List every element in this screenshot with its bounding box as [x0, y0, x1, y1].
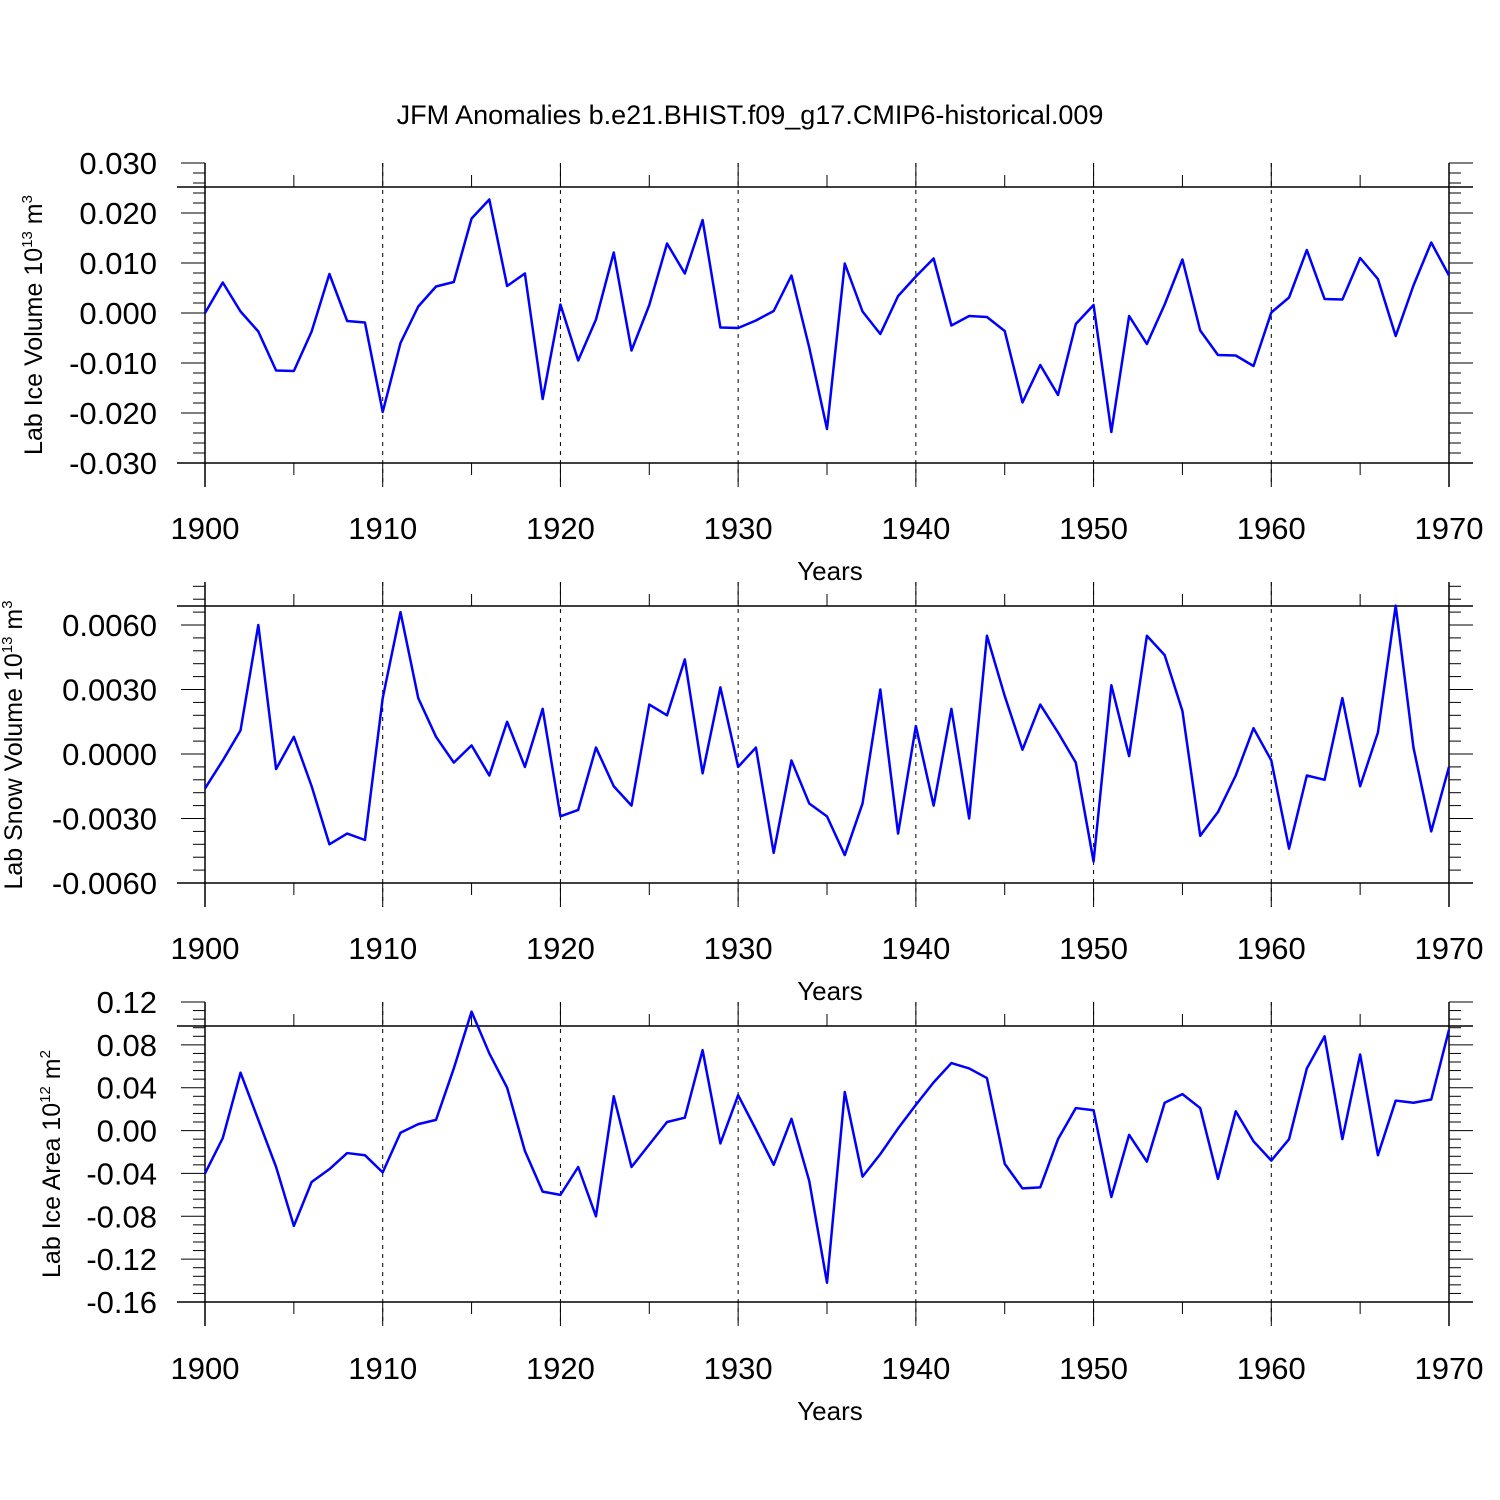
- snow-volume-y-axis-title: Lab Snow Volume 1013 m3: [0, 600, 28, 889]
- panel-ice-area: 1900 1910 1920 1930 1940 1950 1960 1970 -0.16 -0.…: [37, 985, 1483, 1426]
- ice-area-x-tick-label: 1970: [1415, 1351, 1484, 1386]
- figure-title: JFM Anomalies b.e21.BHIST.f09_g17.CMIP6-…: [397, 100, 1104, 130]
- ice-volume-x-tick-label: 1910: [348, 511, 417, 546]
- ice-area-x-tick-label: 1920: [526, 1351, 595, 1386]
- snow-volume-y-tick-label: 0.0060: [62, 608, 157, 643]
- ice-volume-series-line: [203, 198, 1451, 434]
- ice-volume-y-tick-label: -0.010: [69, 346, 157, 381]
- ice-area-y-tick-label: 0.12: [97, 985, 157, 1020]
- ice-volume-x-tick-label: 1920: [526, 511, 595, 546]
- ice-area-x-axis-title: Years: [797, 1396, 863, 1426]
- ice-area-y-axis-title: Lab Ice Area 1012 m2: [37, 1050, 66, 1278]
- ice-area-x-tick-label: 1930: [704, 1351, 773, 1386]
- panel-snow-volume: 1900 1910 1920 1930 1940 1950 1960 1970 -0.0060 -…: [0, 582, 1483, 1006]
- panel-ice-volume: 1900 1910 1920 1930 1940 1950 1960 1970 -0.030 -0…: [19, 146, 1483, 586]
- ice-volume-y-tick-label: -0.030: [69, 446, 157, 481]
- snow-volume-y-tick-label: -0.0060: [52, 866, 157, 901]
- ice-volume-y-tick-label: 0.020: [79, 196, 157, 231]
- ice-volume-y-tick-label: 0.010: [79, 246, 157, 281]
- ice-area-series-line: [203, 1010, 1451, 1284]
- snow-volume-x-tick-label: 1900: [171, 931, 240, 966]
- ice-volume-y-tick-label: 0.030: [79, 146, 157, 181]
- ice-area-y-tick-label: 0.04: [97, 1071, 157, 1106]
- ice-volume-y-tick-label: -0.020: [69, 396, 157, 431]
- snow-volume-x-axis-title: Years: [797, 976, 863, 1006]
- ice-area-x-tick-label: 1910: [348, 1351, 417, 1386]
- snow-volume-series-line: [203, 604, 1451, 863]
- ice-area-x-tick-label: 1940: [881, 1351, 950, 1386]
- ice-area-x-tick-label: 1960: [1237, 1351, 1306, 1386]
- ice-volume-x-tick-label: 1970: [1415, 511, 1484, 546]
- ice-area-y-tick-label: 0.08: [97, 1028, 157, 1063]
- snow-volume-x-tick-label: 1940: [881, 931, 950, 966]
- ice-volume-x-tick-label: 1930: [704, 511, 773, 546]
- ice-area-y-tick-label: -0.16: [86, 1285, 157, 1320]
- snow-volume-x-tick-label: 1960: [1237, 931, 1306, 966]
- ice-volume-y-tick-label: 0.000: [79, 296, 157, 331]
- snow-volume-x-tick-label: 1930: [704, 931, 773, 966]
- ice-volume-x-tick-label: 1940: [881, 511, 950, 546]
- ice-volume-x-tick-label: 1960: [1237, 511, 1306, 546]
- ice-volume-x-tick-label: 1950: [1059, 511, 1128, 546]
- snow-volume-x-tick-label: 1910: [348, 931, 417, 966]
- snow-volume-x-tick-label: 1970: [1415, 931, 1484, 966]
- snow-volume-x-tick-label: 1920: [526, 931, 595, 966]
- ice-volume-y-axis-title: Lab Ice Volume 1013 m3: [19, 195, 48, 455]
- snow-volume-y-tick-label: 0.0000: [62, 737, 157, 772]
- snow-volume-x-tick-label: 1950: [1059, 931, 1128, 966]
- ice-area-y-tick-label: -0.12: [86, 1242, 157, 1277]
- ice-area-x-tick-label: 1950: [1059, 1351, 1128, 1386]
- ice-area-y-tick-label: 0.00: [97, 1114, 157, 1149]
- snow-volume-y-tick-label: 0.0030: [62, 673, 157, 708]
- snow-volume-y-tick-label: -0.0030: [52, 802, 157, 837]
- ice-volume-x-tick-label: 1900: [171, 511, 240, 546]
- ice-area-x-tick-label: 1900: [171, 1351, 240, 1386]
- ice-volume-x-axis-title: Years: [797, 556, 863, 586]
- ice-area-y-tick-label: -0.04: [86, 1156, 157, 1191]
- ice-area-y-tick-label: -0.08: [86, 1199, 157, 1234]
